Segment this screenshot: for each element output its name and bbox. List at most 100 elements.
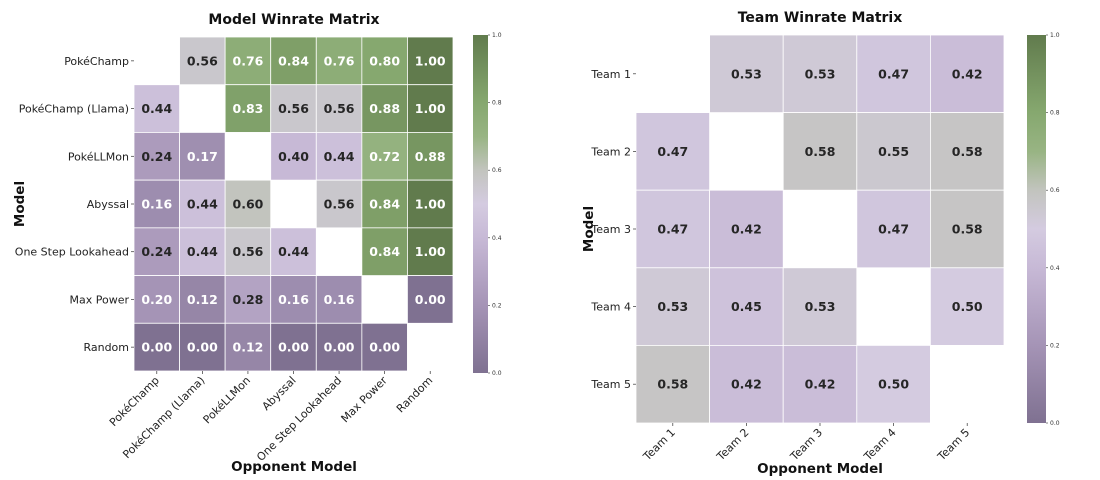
cell-value-label: 0.12 bbox=[233, 340, 264, 355]
heatmap-cell bbox=[407, 84, 454, 133]
cell-value-label: 0.42 bbox=[805, 377, 836, 392]
heatmap-cell bbox=[361, 227, 408, 276]
cell-value-label: 0.00 bbox=[324, 340, 355, 355]
cell-value-label: 0.76 bbox=[324, 53, 355, 68]
x-axis-label: Opponent Model bbox=[757, 461, 883, 477]
cell-value-label: 0.40 bbox=[278, 149, 309, 164]
cell-value-label: 0.53 bbox=[731, 66, 762, 81]
cell-value-label: 1.00 bbox=[415, 53, 446, 68]
cell-value-label: 0.58 bbox=[805, 144, 836, 159]
cell-value-label: 0.00 bbox=[141, 340, 172, 355]
heatmap-cell bbox=[782, 267, 858, 346]
cell-value-label: 0.84 bbox=[278, 53, 309, 68]
chart-title: Model Winrate Matrix bbox=[208, 12, 379, 28]
colorbar-tick-label: 0.0 bbox=[492, 370, 502, 377]
x-tick-label: Team 4 bbox=[861, 426, 899, 464]
cell-value-label: 0.58 bbox=[952, 144, 983, 159]
cell-value-label: 0.56 bbox=[324, 197, 355, 212]
cell-value-label: 0.45 bbox=[731, 299, 762, 314]
heatmap-cell bbox=[709, 344, 784, 424]
heatmap-cell bbox=[856, 189, 931, 269]
heatmap-cell bbox=[224, 227, 272, 276]
cell-value-label: 0.28 bbox=[233, 292, 264, 307]
cell-value-label: 0.84 bbox=[369, 197, 400, 212]
x-tick-label: One Step Lookahead bbox=[254, 374, 344, 464]
heatmap-cell bbox=[856, 344, 931, 424]
heatmap-cell bbox=[782, 112, 858, 191]
y-axis-label: Model bbox=[12, 181, 28, 227]
cell-value-label: 0.47 bbox=[878, 222, 909, 237]
heatmap-cell bbox=[179, 36, 226, 86]
cell-value-label: 0.58 bbox=[952, 222, 983, 237]
colorbar-tick-label: 0.0 bbox=[1050, 420, 1060, 427]
heatmap-cell bbox=[224, 322, 272, 372]
colorbar-tick-label: 0.4 bbox=[492, 235, 502, 242]
heatmap-cell bbox=[361, 132, 408, 181]
x-tick-label: Team 3 bbox=[787, 426, 825, 464]
y-tick-label: Team 2 bbox=[590, 145, 631, 158]
x-tick-label: Team 2 bbox=[714, 426, 752, 464]
cell-value-label: 0.47 bbox=[657, 144, 688, 159]
cell-value-label: 0.44 bbox=[324, 149, 355, 164]
heatmap-cell bbox=[133, 227, 180, 276]
y-tick-label: Team 1 bbox=[590, 68, 631, 81]
heatmap-cell bbox=[315, 84, 363, 133]
y-tick-label: Team 4 bbox=[590, 301, 631, 314]
cell-value-label: 0.24 bbox=[141, 244, 172, 259]
heatmap-cell bbox=[782, 34, 858, 113]
y-tick-label: PokéChamp (Llama) bbox=[19, 103, 129, 116]
cell-value-label: 0.55 bbox=[878, 144, 909, 159]
y-tick-label: Max Power bbox=[70, 293, 130, 306]
heatmap-cell bbox=[856, 112, 931, 191]
heatmap-cell bbox=[315, 132, 363, 181]
y-tick-label: Team 5 bbox=[590, 378, 631, 391]
heatmap-cell bbox=[133, 322, 180, 372]
colorbar bbox=[1027, 35, 1046, 423]
y-tick-label: PokéLLMon bbox=[68, 150, 129, 163]
heatmap-cell bbox=[133, 179, 180, 229]
cell-value-label: 0.12 bbox=[187, 292, 218, 307]
cell-value-label: 0.00 bbox=[369, 340, 400, 355]
cell-value-label: 0.42 bbox=[952, 66, 983, 81]
heatmap-cell bbox=[407, 179, 454, 229]
cell-value-label: 0.60 bbox=[233, 197, 264, 212]
cell-value-label: 0.42 bbox=[731, 222, 762, 237]
heatmap-cell bbox=[635, 189, 710, 269]
cell-value-label: 1.00 bbox=[415, 101, 446, 116]
x-tick-label: Abyssal bbox=[260, 374, 299, 413]
colorbar-tick-label: 0.2 bbox=[1050, 342, 1060, 349]
cell-value-label: 0.76 bbox=[233, 53, 264, 68]
cell-value-label: 0.44 bbox=[187, 244, 218, 259]
colorbar-tick-label: 0.8 bbox=[1050, 110, 1060, 117]
heatmap-cell bbox=[930, 267, 1005, 346]
x-tick-label: PokéLLMon bbox=[201, 374, 253, 426]
cell-value-label: 0.17 bbox=[187, 149, 218, 164]
cell-value-label: 0.56 bbox=[233, 244, 264, 259]
colorbar-tick-label: 0.8 bbox=[492, 100, 502, 107]
heatmap-cell bbox=[361, 322, 408, 372]
cell-value-label: 0.58 bbox=[657, 377, 688, 392]
y-tick-label: Random bbox=[83, 341, 129, 354]
cell-value-label: 1.00 bbox=[415, 197, 446, 212]
x-tick-label: Random bbox=[394, 374, 435, 415]
y-tick-label: Abyssal bbox=[87, 198, 129, 211]
cell-value-label: 0.53 bbox=[805, 66, 836, 81]
cell-value-label: 0.00 bbox=[415, 292, 446, 307]
heatmap-cell bbox=[930, 189, 1005, 269]
cell-value-label: 0.16 bbox=[278, 292, 309, 307]
team-winrate-panel: Team Winrate Matrix Opponent Model Model… bbox=[581, 10, 1060, 477]
cell-value-label: 0.24 bbox=[141, 149, 172, 164]
heatmap-cell bbox=[407, 132, 454, 181]
colorbar-tick-label: 1.0 bbox=[492, 32, 502, 39]
heatmap-cell bbox=[361, 179, 408, 229]
cell-value-label: 0.56 bbox=[278, 101, 309, 116]
cell-value-label: 0.50 bbox=[878, 377, 909, 392]
heatmap-cell bbox=[407, 227, 454, 276]
colorbar-tick-label: 1.0 bbox=[1050, 32, 1060, 39]
heatmap-cell bbox=[407, 36, 454, 86]
cell-value-label: 0.16 bbox=[324, 292, 355, 307]
cell-value-label: 0.47 bbox=[878, 66, 909, 81]
cell-value-label: 0.44 bbox=[187, 197, 218, 212]
x-tick-label: Max Power bbox=[338, 374, 390, 426]
colorbar-tick-label: 0.6 bbox=[1050, 187, 1060, 194]
